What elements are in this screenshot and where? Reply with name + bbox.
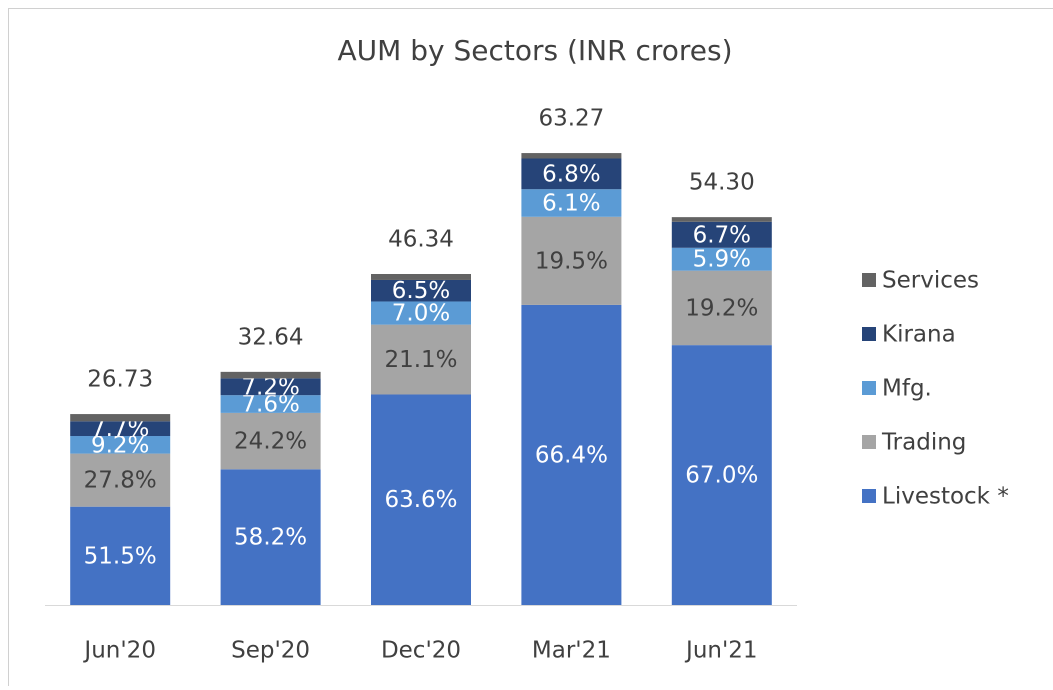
legend-label: Livestock * (882, 484, 1009, 510)
bar-segment (521, 153, 621, 158)
legend-label: Kirana (882, 322, 956, 348)
total-label: 54.30 (689, 170, 755, 196)
data-label: 6.7% (693, 222, 751, 248)
data-label: 19.2% (685, 295, 758, 321)
data-label: 58.2% (234, 525, 307, 551)
x-tick-label: Sep'20 (231, 638, 310, 664)
legend-swatch (862, 435, 876, 449)
x-tick-label: Jun'20 (82, 638, 156, 664)
total-label: 26.73 (87, 367, 153, 393)
legend-label: Mfg. (882, 376, 932, 402)
legend-swatch (862, 381, 876, 395)
data-label: 7.0% (392, 301, 450, 327)
x-tick-label: Mar'21 (532, 638, 611, 664)
x-tick-label: Dec'20 (381, 638, 461, 664)
data-label: 6.8% (542, 161, 600, 187)
data-label: 66.4% (535, 442, 608, 468)
chart-title: AUM by Sectors (INR crores) (338, 34, 733, 67)
data-label: 6.5% (392, 278, 450, 304)
legend-label: Services (882, 268, 979, 294)
data-label: 6.1% (542, 191, 600, 217)
legend-swatch (862, 489, 876, 503)
data-label: 51.5% (84, 543, 157, 569)
bar-segment (221, 372, 321, 379)
legend-swatch (862, 327, 876, 341)
data-label: 67.0% (685, 463, 758, 489)
legend-swatch (862, 273, 876, 287)
total-label: 63.27 (538, 106, 604, 132)
data-label: 19.5% (535, 248, 608, 274)
bar-segment (371, 274, 471, 280)
bar-segment (70, 414, 170, 421)
data-label: 27.8% (84, 468, 157, 494)
data-label: 5.9% (693, 247, 751, 273)
data-label: 21.1% (384, 347, 457, 373)
legend-label: Trading (881, 430, 966, 456)
total-label: 32.64 (238, 324, 304, 350)
bar-segment (672, 217, 772, 222)
data-label: 24.2% (234, 429, 307, 455)
total-label: 46.34 (388, 227, 454, 253)
data-label: 63.6% (384, 487, 457, 513)
x-tick-label: Jun'21 (684, 638, 758, 664)
